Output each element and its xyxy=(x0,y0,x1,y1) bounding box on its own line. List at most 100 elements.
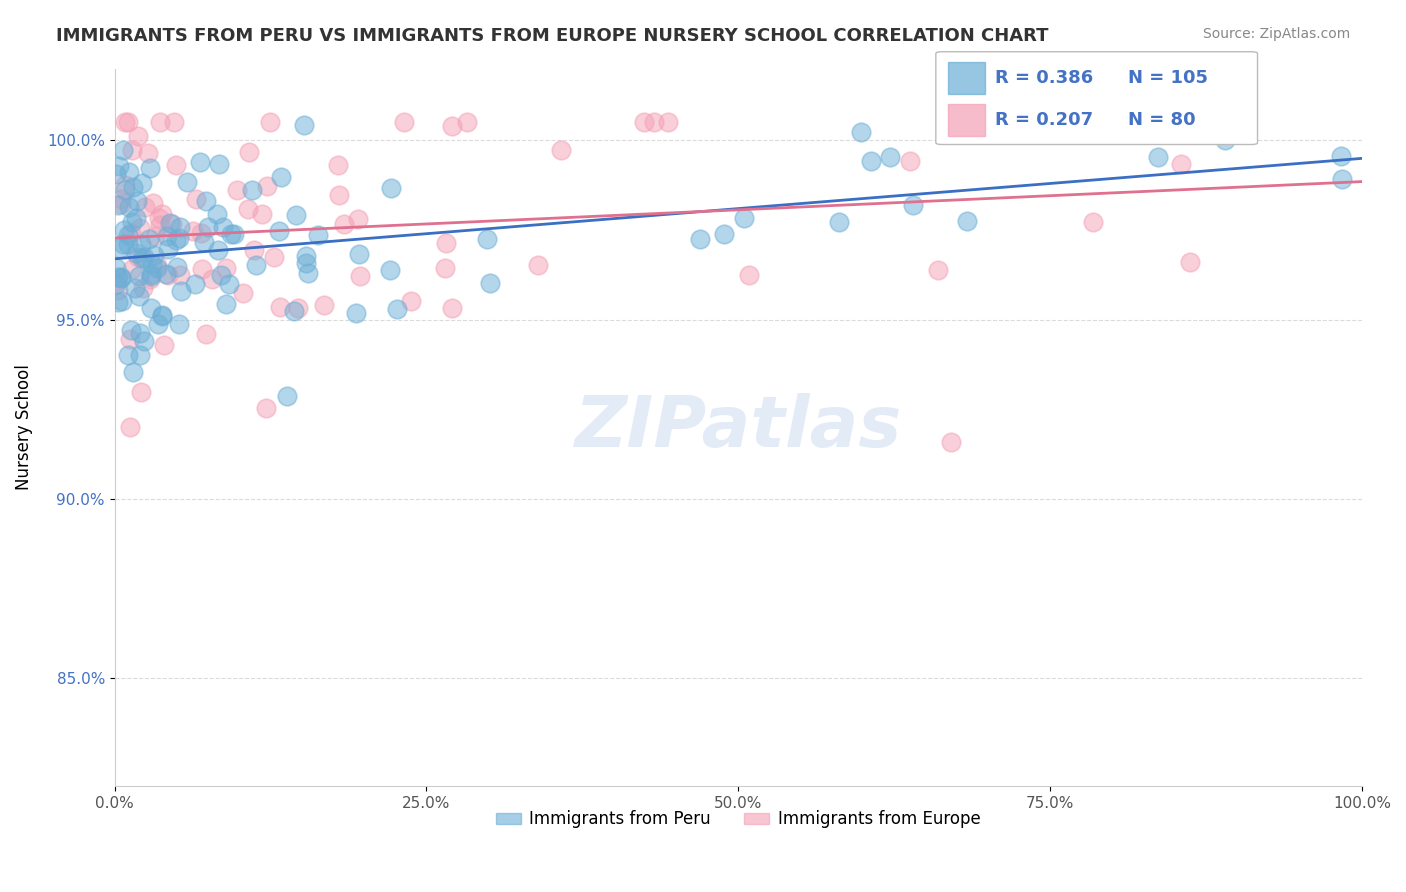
Immigrants from Peru xyxy=(219,227,242,241)
Immigrants from Peru xyxy=(828,215,851,229)
Immigrants from Peru xyxy=(139,161,162,176)
Immigrants from Europe xyxy=(232,285,254,300)
Immigrants from Peru xyxy=(1331,172,1354,186)
Immigrants from Peru xyxy=(169,220,191,235)
Immigrants from Peru xyxy=(142,248,165,262)
Immigrants from Peru xyxy=(112,223,135,237)
Immigrants from Europe xyxy=(149,218,172,232)
Immigrants from Europe xyxy=(328,187,350,202)
Legend: Immigrants from Peru, Immigrants from Europe: Immigrants from Peru, Immigrants from Eu… xyxy=(489,804,987,835)
Immigrants from Europe xyxy=(633,115,655,129)
Immigrants from Peru xyxy=(879,150,901,164)
Immigrants from Peru xyxy=(159,215,181,229)
Immigrants from Peru xyxy=(347,247,370,261)
Immigrants from Peru xyxy=(207,157,229,171)
Immigrants from Europe xyxy=(184,192,207,206)
Immigrants from Peru xyxy=(194,194,217,208)
Text: R = 0.386: R = 0.386 xyxy=(994,70,1092,87)
Immigrants from Peru xyxy=(127,194,149,208)
Immigrants from Peru xyxy=(125,211,148,226)
Immigrants from Peru xyxy=(104,277,127,292)
Immigrants from Peru xyxy=(197,219,219,234)
Bar xyxy=(948,104,986,136)
Immigrants from Peru xyxy=(107,197,129,211)
Immigrants from Peru xyxy=(292,118,315,132)
Immigrants from Europe xyxy=(643,115,665,129)
Immigrants from Europe xyxy=(242,244,264,258)
Immigrants from Peru xyxy=(131,251,153,265)
Immigrants from Peru xyxy=(134,250,156,264)
Immigrants from Europe xyxy=(150,207,173,221)
Immigrants from Peru xyxy=(117,236,139,251)
Immigrants from Europe xyxy=(121,262,143,277)
Text: N = 105: N = 105 xyxy=(1128,70,1208,87)
Immigrants from Peru xyxy=(129,347,152,361)
Immigrants from Europe xyxy=(254,401,277,416)
Immigrants from Peru xyxy=(222,227,245,241)
Immigrants from Peru xyxy=(193,235,215,250)
Text: Source: ZipAtlas.com: Source: ZipAtlas.com xyxy=(1202,27,1350,41)
Immigrants from Peru xyxy=(285,208,308,222)
Immigrants from Peru xyxy=(205,207,228,221)
Immigrants from Peru xyxy=(218,277,240,292)
Immigrants from Europe xyxy=(129,385,152,400)
Immigrants from Europe xyxy=(114,115,136,129)
Immigrants from Europe xyxy=(128,220,150,235)
Immigrants from Peru xyxy=(145,261,167,276)
Immigrants from Europe xyxy=(214,261,236,276)
Immigrants from Europe xyxy=(105,274,128,288)
Immigrants from Europe xyxy=(110,196,132,211)
Immigrants from Europe xyxy=(250,207,273,221)
Immigrants from Europe xyxy=(165,158,187,172)
Immigrants from Peru xyxy=(245,258,267,272)
Immigrants from Europe xyxy=(898,154,921,169)
Immigrants from Peru xyxy=(117,347,139,361)
Immigrants from Europe xyxy=(263,250,285,264)
Immigrants from Europe xyxy=(107,284,129,298)
Immigrants from Peru xyxy=(169,284,191,298)
Immigrants from Peru xyxy=(849,125,872,139)
Immigrants from Europe xyxy=(148,211,170,226)
Immigrants from Peru xyxy=(121,215,143,229)
Immigrants from Europe xyxy=(434,235,457,250)
Immigrants from Peru xyxy=(108,159,131,173)
Immigrants from Europe xyxy=(657,115,679,129)
Immigrants from Europe xyxy=(1170,157,1192,171)
Immigrants from Europe xyxy=(312,298,335,312)
Immigrants from Peru xyxy=(165,233,187,247)
Immigrants from Peru xyxy=(276,389,298,403)
Immigrants from Europe xyxy=(1085,115,1108,129)
Immigrants from Europe xyxy=(1178,255,1201,269)
Immigrants from Peru xyxy=(1215,133,1237,147)
Immigrants from Europe xyxy=(142,196,165,211)
Immigrants from Peru xyxy=(901,198,924,212)
Immigrants from Peru xyxy=(110,241,132,255)
Immigrants from Peru xyxy=(956,213,979,227)
Immigrants from Europe xyxy=(169,268,191,283)
Immigrants from Peru xyxy=(105,261,128,276)
Immigrants from Europe xyxy=(440,301,463,315)
Immigrants from Peru xyxy=(141,256,163,270)
Immigrants from Peru xyxy=(215,297,238,311)
Immigrants from Peru xyxy=(141,301,163,316)
Immigrants from Peru xyxy=(120,323,142,337)
Immigrants from Peru xyxy=(295,256,318,270)
Immigrants from Peru xyxy=(152,308,174,322)
Immigrants from Europe xyxy=(456,115,478,129)
Immigrants from Europe xyxy=(550,143,572,157)
Text: IMMIGRANTS FROM PERU VS IMMIGRANTS FROM EUROPE NURSERY SCHOOL CORRELATION CHART: IMMIGRANTS FROM PERU VS IMMIGRANTS FROM … xyxy=(56,27,1049,45)
Immigrants from Peru xyxy=(121,180,143,194)
Immigrants from Peru xyxy=(128,269,150,284)
Immigrants from Europe xyxy=(440,120,463,134)
Immigrants from Peru xyxy=(240,183,263,197)
Immigrants from Peru xyxy=(139,267,162,281)
Immigrants from Europe xyxy=(1139,120,1161,134)
Immigrants from Europe xyxy=(145,228,167,243)
Immigrants from Peru xyxy=(131,236,153,251)
Y-axis label: Nursery School: Nursery School xyxy=(15,364,32,490)
Immigrants from Europe xyxy=(333,217,356,231)
Immigrants from Europe xyxy=(1081,214,1104,228)
Immigrants from Europe xyxy=(120,332,142,346)
Immigrants from Peru xyxy=(114,183,136,197)
Immigrants from Europe xyxy=(433,260,456,275)
